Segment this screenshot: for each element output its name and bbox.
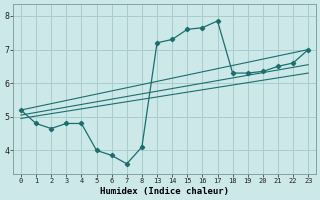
X-axis label: Humidex (Indice chaleur): Humidex (Indice chaleur) (100, 187, 229, 196)
